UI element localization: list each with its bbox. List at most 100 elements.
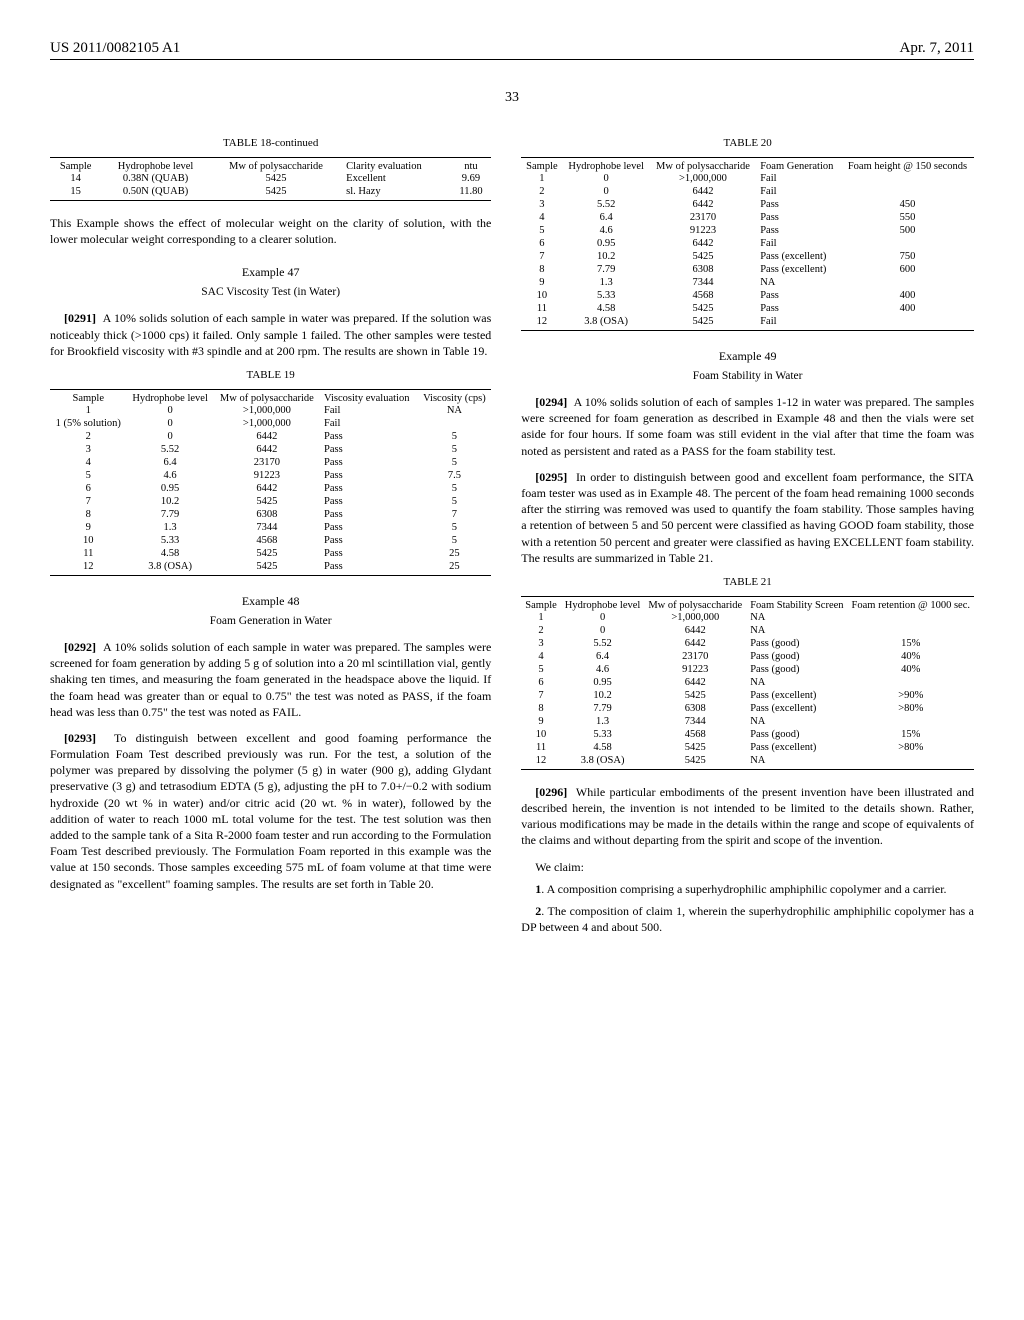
- table-cell: 5425: [644, 754, 746, 770]
- table-row: 10>1,000,000NA: [521, 611, 974, 624]
- table-row: 114.585425Pass400: [521, 302, 974, 315]
- table-cell: Pass (excellent): [746, 689, 847, 702]
- table-cell: Pass: [320, 469, 417, 482]
- table-cell: 3: [521, 198, 562, 211]
- col-header: Mw of polysaccharide: [214, 389, 320, 404]
- table-cell: 4.6: [563, 224, 650, 237]
- table-cell: 4: [521, 650, 561, 663]
- table-cell: 3.8 (OSA): [563, 315, 650, 331]
- table-cell: Pass: [756, 211, 841, 224]
- table-cell: [848, 676, 974, 689]
- table-cell: 9: [50, 521, 127, 534]
- table-cell: 1.3: [561, 715, 645, 728]
- table21-title: TABLE 21: [521, 576, 974, 588]
- table-cell: 14: [50, 172, 101, 185]
- table-cell: 91223: [650, 224, 756, 237]
- table-cell: 1: [521, 172, 562, 185]
- table-row: 105.334568Pass5: [50, 534, 491, 547]
- table-cell: 5: [50, 469, 127, 482]
- para-text: A 10% solids solution of each sample in …: [50, 640, 491, 719]
- table-cell: 1.3: [563, 276, 650, 289]
- table-cell: 5425: [650, 302, 756, 315]
- table-cell: 5.52: [563, 198, 650, 211]
- col-header: Hydrophobe level: [561, 596, 645, 611]
- example47-subtitle: SAC Viscosity Test (in Water): [50, 286, 491, 298]
- table-cell: 5.52: [127, 443, 214, 456]
- table-row: 54.691223Pass7.5: [50, 469, 491, 482]
- table19-body: 10>1,000,000FailNA1 (5% solution)0>1,000…: [50, 404, 491, 576]
- para-0296: [0296] While particular embodiments of t…: [521, 784, 974, 849]
- table-cell: 5.52: [561, 637, 645, 650]
- table-cell: [841, 172, 974, 185]
- table-row: 60.956442Pass5: [50, 482, 491, 495]
- table-cell: 6442: [650, 198, 756, 211]
- table21-body: 10>1,000,000NA206442NA35.526442Pass (goo…: [521, 611, 974, 770]
- table-cell: >90%: [848, 689, 974, 702]
- table-cell: sl. Hazy: [342, 185, 451, 201]
- table-cell: 5: [521, 663, 561, 676]
- table-cell: 3.8 (OSA): [561, 754, 645, 770]
- table-cell: 15%: [848, 637, 974, 650]
- table-cell: Fail: [320, 417, 417, 430]
- table-cell: 5425: [214, 560, 320, 576]
- para-num: [0296]: [535, 785, 567, 799]
- table-cell: 7344: [644, 715, 746, 728]
- table-row: 35.526442Pass5: [50, 443, 491, 456]
- table-cell: 6.4: [561, 650, 645, 663]
- table-row: 46.423170Pass (good)40%: [521, 650, 974, 663]
- table-row: 46.423170Pass550: [521, 211, 974, 224]
- table-cell: 6: [50, 482, 127, 495]
- table-cell: 4.58: [563, 302, 650, 315]
- table-cell: 0.38N (QUAB): [101, 172, 210, 185]
- table-row: 35.526442Pass (good)15%: [521, 637, 974, 650]
- table-cell: [848, 715, 974, 728]
- table-row: 710.25425Pass (excellent)>90%: [521, 689, 974, 702]
- table-cell: >1,000,000: [650, 172, 756, 185]
- table-cell: Pass: [320, 560, 417, 576]
- claims-intro: We claim:: [521, 859, 974, 875]
- table-row: 206442Pass5: [50, 430, 491, 443]
- table-cell: Pass: [320, 456, 417, 469]
- col-header: Foam retention @ 1000 sec.: [848, 596, 974, 611]
- para-text: A 10% solids solution of each sample in …: [50, 311, 491, 357]
- para-num: [0294]: [535, 395, 567, 409]
- table-cell: 1 (5% solution): [50, 417, 127, 430]
- table-cell: 11: [521, 741, 561, 754]
- table-cell: Pass (excellent): [746, 741, 847, 754]
- table-row: 87.796308Pass (excellent)600: [521, 263, 974, 276]
- table-cell: Pass: [320, 508, 417, 521]
- col-header: Clarity evaluation: [342, 158, 451, 173]
- table-row: 105.334568Pass400: [521, 289, 974, 302]
- table-cell: Pass (excellent): [756, 250, 841, 263]
- table-row: 114.585425Pass25: [50, 547, 491, 560]
- table-cell: 1: [50, 404, 127, 417]
- para-0294: [0294] A 10% solids solution of each of …: [521, 394, 974, 459]
- table-row: 123.8 (OSA)5425Fail: [521, 315, 974, 331]
- table19-title: TABLE 19: [50, 369, 491, 381]
- table-cell: 0: [561, 624, 645, 637]
- table-cell: 7.79: [127, 508, 214, 521]
- table-cell: 6442: [214, 430, 320, 443]
- table-cell: 91223: [214, 469, 320, 482]
- table-21: Sample Hydrophobe level Mw of polysaccha…: [521, 596, 974, 770]
- col-header: Viscosity evaluation: [320, 389, 417, 404]
- table-cell: 5: [521, 224, 562, 237]
- table-cell: 4.6: [127, 469, 214, 482]
- table-row: 87.796308Pass7: [50, 508, 491, 521]
- table-cell: 7.79: [561, 702, 645, 715]
- table20-body: 10>1,000,000Fail206442Fail35.526442Pass4…: [521, 172, 974, 331]
- table-cell: 91223: [644, 663, 746, 676]
- table-cell: 11: [521, 302, 562, 315]
- table-cell: 0: [561, 611, 645, 624]
- table-cell: 9.69: [451, 172, 492, 185]
- table-cell: 6442: [650, 237, 756, 250]
- example49-subtitle: Foam Stability in Water: [521, 370, 974, 382]
- table-cell: 7.5: [418, 469, 492, 482]
- table-cell: 2: [50, 430, 127, 443]
- table-cell: 1: [521, 611, 561, 624]
- table-cell: 6.4: [127, 456, 214, 469]
- table-cell: 40%: [848, 650, 974, 663]
- table-cell: Excellent: [342, 172, 451, 185]
- table-cell: [848, 624, 974, 637]
- table-cell: Fail: [756, 315, 841, 331]
